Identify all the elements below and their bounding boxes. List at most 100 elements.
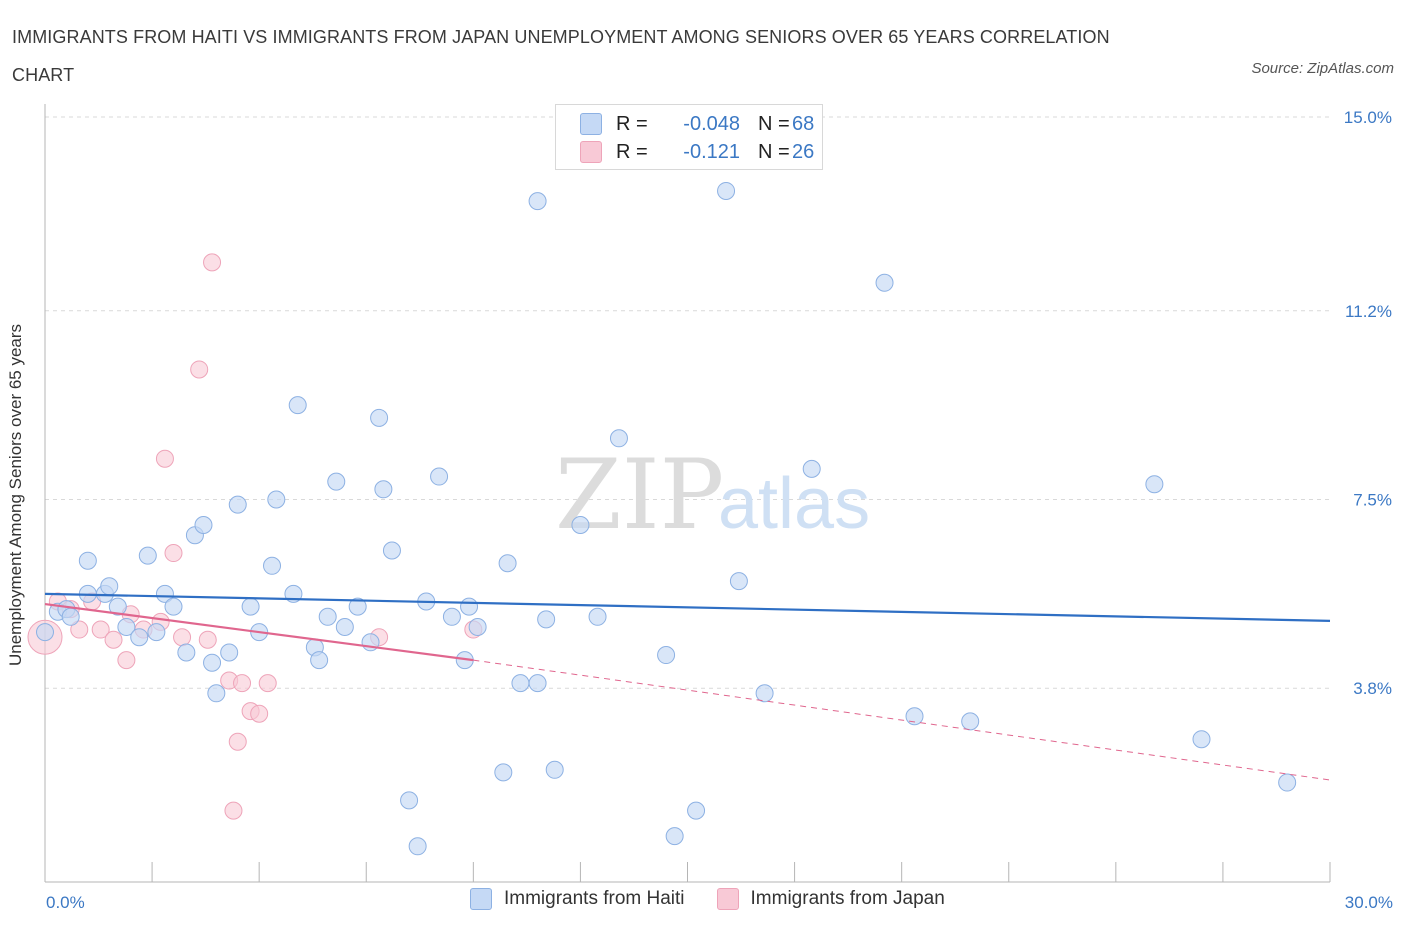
haiti-point xyxy=(220,643,239,662)
haiti-point xyxy=(1278,773,1297,792)
haiti-point xyxy=(442,607,461,626)
japan-point xyxy=(155,449,174,468)
haiti-point xyxy=(177,643,196,662)
haiti-point xyxy=(382,541,401,560)
haiti-swatch xyxy=(580,113,602,135)
japan-point xyxy=(203,253,222,272)
legend-n-label: N = xyxy=(758,112,790,135)
watermark-atlas: atlas xyxy=(718,464,870,544)
haiti-point xyxy=(194,516,213,534)
haiti-point xyxy=(494,763,513,782)
japan-trend-extension xyxy=(473,659,1331,781)
haiti-point xyxy=(665,827,684,846)
chart-title: IMMIGRANTS FROM HAITI VS IMMIGRANTS FROM… xyxy=(12,27,1110,85)
japan-point xyxy=(173,628,192,647)
legend-n-value-japan: 26 xyxy=(792,140,815,163)
haiti-point xyxy=(207,684,226,703)
haiti-point xyxy=(430,467,449,486)
japan-point xyxy=(104,630,123,649)
haiti-point xyxy=(729,572,748,591)
legend-n-value-haiti: 68 xyxy=(792,112,815,135)
haiti-point xyxy=(687,801,706,820)
haiti-point xyxy=(155,584,174,603)
haiti-point xyxy=(408,837,427,856)
japan-point xyxy=(91,620,110,639)
japan-point xyxy=(190,360,209,379)
legend-row-haiti: R = -0.048 N = 68 xyxy=(580,111,814,137)
haiti-point xyxy=(241,597,260,616)
haiti-point xyxy=(657,646,676,665)
japan-point xyxy=(250,704,269,723)
haiti-point xyxy=(511,674,530,693)
haiti-point xyxy=(588,607,607,626)
axes xyxy=(44,104,1331,883)
x-tick-label: 0.0% xyxy=(46,893,85,912)
trend-lines xyxy=(44,592,1331,781)
legend-n-label: N = xyxy=(758,140,790,163)
japan-point xyxy=(117,651,136,670)
haiti-point xyxy=(318,607,337,626)
haiti-point xyxy=(228,495,247,514)
y-axis-label: Unemployment Among Seniors over 65 years xyxy=(6,323,25,667)
haiti-legend-swatch xyxy=(470,888,492,910)
haiti-point xyxy=(905,707,924,726)
haiti-point xyxy=(537,610,556,629)
haiti-point xyxy=(755,684,774,703)
haiti-point xyxy=(348,597,367,616)
haiti-point xyxy=(400,791,419,810)
haiti-point xyxy=(164,597,183,616)
japan-trend-line xyxy=(44,602,474,662)
haiti-point xyxy=(310,651,329,670)
watermark-zip: ZIP xyxy=(555,439,724,551)
haiti-point xyxy=(263,556,282,575)
japan-points xyxy=(27,253,483,820)
japan-point xyxy=(198,630,217,649)
japan-point xyxy=(70,620,89,639)
haiti-point xyxy=(117,618,136,636)
japan-point xyxy=(233,674,252,693)
haiti-point xyxy=(498,554,517,573)
haiti-point xyxy=(961,712,980,731)
haiti-point xyxy=(1145,475,1164,494)
haiti-point xyxy=(528,192,547,211)
haiti-point xyxy=(327,472,346,491)
haiti-point xyxy=(267,490,286,509)
haiti-point xyxy=(875,273,894,292)
haiti-point xyxy=(203,653,222,672)
japan-swatch xyxy=(580,141,602,163)
source-label: Source: ZipAtlas.com xyxy=(1251,60,1394,77)
haiti-legend-label: Immigrants from Haiti xyxy=(504,888,685,909)
legend-r-label: R = xyxy=(616,112,648,135)
haiti-point xyxy=(108,597,127,616)
haiti-points xyxy=(36,181,1297,856)
haiti-point xyxy=(717,181,736,200)
haiti-point xyxy=(78,551,97,570)
watermark: ZIP atlas xyxy=(555,439,870,551)
legend-r-label: R = xyxy=(616,140,648,163)
haiti-point xyxy=(288,396,307,415)
series-legend: Immigrants from Haiti Immigrants from Ja… xyxy=(470,888,977,910)
y-tick-label: 15.0% xyxy=(1344,108,1392,127)
y-tick-label: 3.8% xyxy=(1353,679,1392,698)
haiti-trend-line xyxy=(44,592,1331,622)
haiti-point xyxy=(147,623,166,642)
haiti-point xyxy=(370,408,389,427)
japan-legend-swatch xyxy=(716,888,739,910)
haiti-point xyxy=(130,628,149,647)
japan-point xyxy=(164,544,183,563)
japan-point xyxy=(258,674,277,693)
haiti-point xyxy=(571,516,590,534)
correlation-legend: R = -0.048 N = 68 R = -0.121 N = 26 xyxy=(555,104,823,170)
x-tick-label: 30.0% xyxy=(1345,893,1393,912)
series-legend-japan: Immigrants from Japan xyxy=(716,888,945,910)
haiti-point xyxy=(374,480,393,499)
legend-r-value-japan: -0.121 xyxy=(683,140,740,163)
haiti-point xyxy=(138,546,157,565)
series-legend-haiti: Immigrants from Haiti xyxy=(470,888,685,910)
haiti-point xyxy=(100,577,119,596)
legend-row-japan: R = -0.121 N = 26 xyxy=(580,139,814,165)
y-tick-label: 11.2% xyxy=(1345,302,1392,321)
y-tick-label: 7.5% xyxy=(1353,491,1392,510)
japan-point xyxy=(228,732,247,751)
